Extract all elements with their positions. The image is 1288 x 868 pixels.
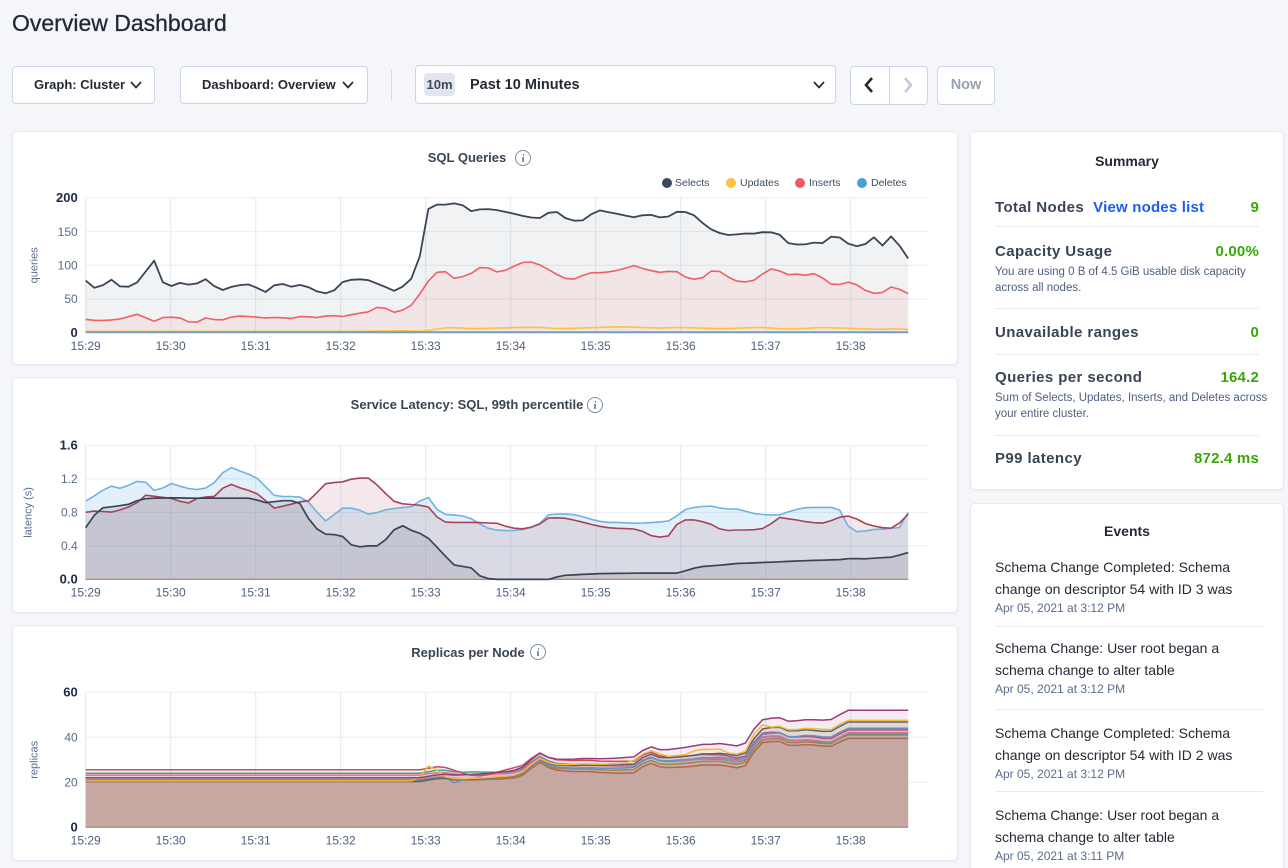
svg-text:15:34: 15:34 [496, 585, 526, 599]
svg-text:15:33: 15:33 [411, 833, 441, 847]
svg-text:0: 0 [70, 820, 77, 835]
svg-text:15:31: 15:31 [241, 833, 271, 847]
svg-text:15:29: 15:29 [71, 585, 101, 599]
svg-text:15:30: 15:30 [156, 585, 186, 599]
svg-text:15:38: 15:38 [836, 339, 866, 353]
svg-text:0.4: 0.4 [61, 539, 78, 553]
svg-text:15:32: 15:32 [326, 833, 356, 847]
svg-text:15:34: 15:34 [496, 833, 526, 847]
svg-text:15:33: 15:33 [411, 339, 441, 353]
svg-text:queries: queries [29, 247, 41, 284]
svg-text:15:38: 15:38 [836, 833, 866, 847]
svg-text:15:37: 15:37 [751, 833, 781, 847]
svg-text:0.8: 0.8 [61, 506, 78, 520]
svg-text:15:33: 15:33 [411, 585, 441, 599]
svg-text:15:38: 15:38 [836, 585, 866, 599]
svg-text:15:36: 15:36 [666, 833, 696, 847]
svg-text:15:35: 15:35 [581, 833, 611, 847]
svg-text:20: 20 [64, 776, 78, 790]
svg-text:15:37: 15:37 [751, 339, 781, 353]
svg-text:15:32: 15:32 [326, 585, 356, 599]
svg-text:15:32: 15:32 [326, 339, 356, 353]
svg-text:15:30: 15:30 [156, 339, 186, 353]
svg-text:15:36: 15:36 [666, 339, 696, 353]
svg-text:40: 40 [64, 731, 78, 745]
svg-text:50: 50 [64, 292, 78, 306]
svg-text:15:37: 15:37 [751, 585, 781, 599]
svg-text:0.0: 0.0 [60, 572, 78, 587]
svg-text:15:30: 15:30 [156, 833, 186, 847]
svg-text:1.2: 1.2 [61, 472, 78, 486]
svg-text:150: 150 [58, 225, 78, 239]
svg-text:15:34: 15:34 [496, 339, 526, 353]
svg-text:15:29: 15:29 [71, 833, 101, 847]
svg-text:15:36: 15:36 [666, 585, 696, 599]
svg-text:latency (s): latency (s) [23, 487, 35, 538]
svg-text:15:35: 15:35 [581, 339, 611, 353]
svg-text:0: 0 [70, 325, 77, 340]
svg-text:1.6: 1.6 [60, 438, 78, 453]
svg-text:60: 60 [63, 685, 77, 700]
svg-text:100: 100 [58, 259, 78, 273]
svg-text:200: 200 [56, 190, 78, 205]
svg-text:15:29: 15:29 [71, 339, 101, 353]
svg-text:15:35: 15:35 [581, 585, 611, 599]
svg-text:15:31: 15:31 [241, 585, 271, 599]
svg-text:replicas: replicas [29, 740, 41, 778]
svg-text:15:31: 15:31 [241, 339, 271, 353]
